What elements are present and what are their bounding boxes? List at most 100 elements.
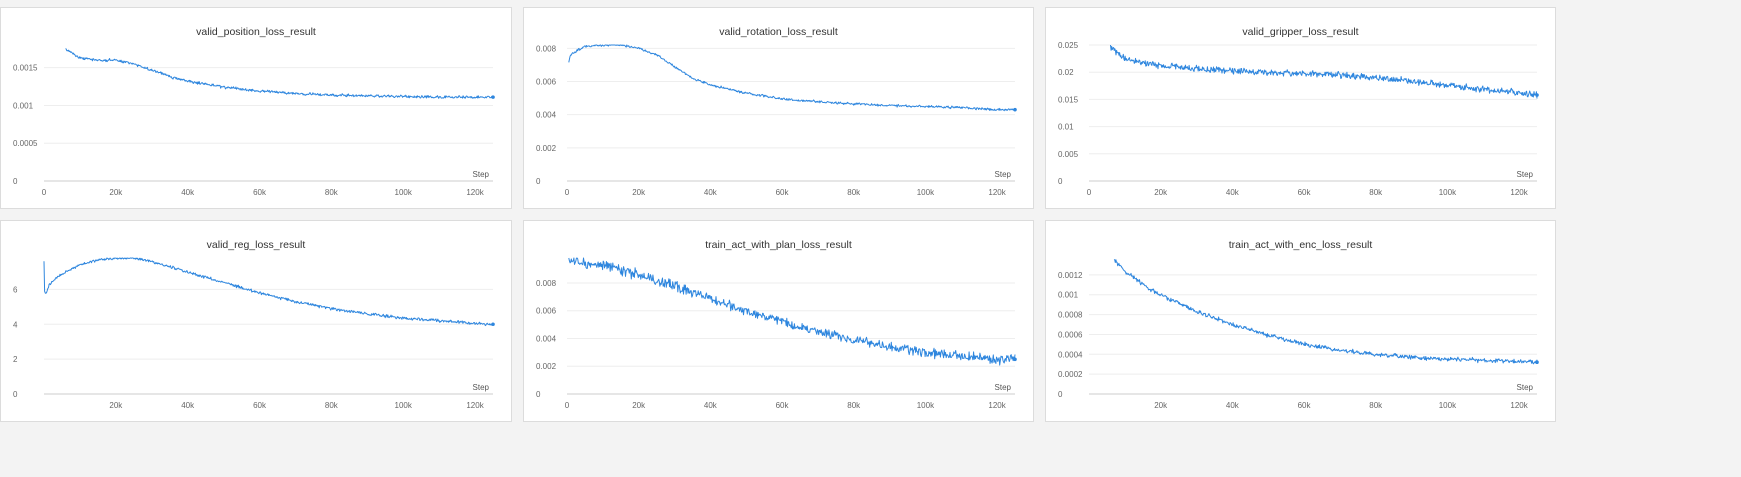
y-tick-label: 0.0012 (1058, 271, 1083, 280)
x-tick-label: 60k (776, 188, 790, 197)
x-tick-label: 80k (847, 188, 861, 197)
x-tick-label: 40k (181, 188, 195, 197)
x-tick-label: 80k (1369, 401, 1383, 410)
series-end-point (1535, 360, 1539, 365)
series-end-point (1535, 93, 1539, 97)
chart-title: valid_rotation_loss_result (719, 26, 838, 38)
chart-svg: 0 0.005 0.01 0.015 0.02 0.025 0 20k 40k 60k 80k 100… (1058, 41, 1539, 197)
y-tick-label: 2 (13, 355, 18, 364)
x-tick-label: 120k (988, 188, 1006, 197)
series-line (568, 257, 1016, 366)
x-tick-label: 100k (395, 401, 413, 410)
x-axis-label: Step (995, 383, 1012, 392)
x-tick-label: 80k (847, 401, 861, 410)
chart-svg: 0 0.0002 0.0004 0.0006 0.0008 0.001 0.0012 20k 4… (1058, 259, 1539, 410)
x-tick-label: 40k (704, 188, 718, 197)
x-tick-label: 0 (42, 188, 47, 197)
x-tick-label: 20k (632, 401, 646, 410)
chart-svg: 0 2 4 6 20k 40k 60k 80k 100k 120k Step (13, 257, 495, 410)
chart-svg: 0 0.002 0.004 0.006 0.008 0 20k 40k 60k 80k 100k 12… (536, 257, 1017, 410)
x-tick-label: 120k (1510, 188, 1528, 197)
x-tick-label: 120k (1510, 401, 1528, 410)
series-line (568, 44, 1016, 112)
chart-panel-valid-reg-loss: 0 2 4 6 20k 40k 60k 80k 100k 120k Step valid_reg_l… (0, 220, 512, 422)
x-tick-label: 100k (395, 188, 413, 197)
series-line (65, 48, 494, 99)
series-end-point (491, 322, 495, 327)
y-tick-label: 0.01 (1058, 123, 1074, 132)
x-tick-label: 80k (325, 401, 339, 410)
x-tick-label: 20k (109, 401, 123, 410)
x-tick-label: 60k (1298, 188, 1312, 197)
series-line (1110, 44, 1538, 99)
x-tick-label: 120k (466, 188, 484, 197)
chart-panel-valid-position-loss: 0 0.0005 0.001 0.0015 0 20k 40k 60k 80k 100k 120k S… (0, 7, 512, 209)
x-axis-label: Step (1517, 383, 1534, 392)
x-tick-label: 60k (1298, 401, 1312, 410)
chart-title: valid_gripper_loss_result (1242, 26, 1359, 38)
x-tick-label: 60k (253, 188, 267, 197)
series-end-point (1013, 107, 1017, 112)
y-tick-label: 0.02 (1058, 68, 1074, 77)
y-tick-label: 0.0002 (1058, 370, 1083, 379)
y-tick-label: 0 (1058, 177, 1063, 186)
y-tick-label: 0.004 (536, 334, 557, 343)
y-tick-label: 0.002 (536, 362, 557, 371)
chart-title: valid_position_loss_result (196, 26, 316, 38)
x-axis-label: Step (1517, 170, 1534, 179)
y-tick-label: 0 (536, 177, 541, 186)
y-tick-label: 0 (13, 390, 18, 399)
series-end-point (491, 95, 495, 99)
y-tick-label: 0 (13, 177, 18, 186)
y-tick-label: 0.0004 (1058, 350, 1083, 359)
y-tick-label: 0.008 (536, 279, 557, 288)
x-tick-label: 20k (109, 188, 123, 197)
y-tick-label: 0.0005 (13, 139, 38, 148)
x-tick-label: 120k (988, 401, 1006, 410)
chart-panel-train-act-with-enc-loss: 0 0.0002 0.0004 0.0006 0.0008 0.001 0.0012 20k 4… (1045, 220, 1556, 422)
x-tick-label: 0 (565, 188, 570, 197)
y-tick-label: 0.0015 (13, 64, 38, 73)
x-tick-label: 20k (1154, 188, 1168, 197)
series-end-point (1013, 357, 1017, 362)
y-tick-label: 0 (536, 390, 541, 399)
x-tick-label: 40k (181, 401, 195, 410)
chart-panel-train-act-with-plan-loss: 0 0.002 0.004 0.006 0.008 0 20k 40k 60k 80k 100k 12… (523, 220, 1034, 422)
y-tick-label: 4 (13, 320, 18, 329)
x-tick-label: 120k (466, 401, 484, 410)
x-tick-label: 0 (565, 401, 570, 410)
y-tick-label: 0 (1058, 390, 1063, 399)
x-tick-label: 20k (632, 188, 646, 197)
x-tick-label: 100k (917, 401, 935, 410)
x-tick-label: 100k (917, 188, 935, 197)
x-tick-label: 60k (253, 401, 267, 410)
x-tick-label: 60k (776, 401, 790, 410)
x-axis-label: Step (473, 383, 490, 392)
chart-svg: 0 0.002 0.004 0.006 0.008 0 20k 40k 60k 80k 100k 12… (536, 44, 1017, 197)
x-tick-label: 40k (1226, 401, 1240, 410)
x-tick-label: 20k (1154, 401, 1168, 410)
x-axis-label: Step (995, 170, 1012, 179)
chart-svg: 0 0.0005 0.001 0.0015 0 20k 40k 60k 80k 100k 120k S… (13, 48, 495, 197)
chart-title: train_act_with_plan_loss_result (705, 239, 852, 251)
y-tick-label: 0.025 (1058, 41, 1079, 50)
x-tick-label: 80k (325, 188, 339, 197)
y-tick-label: 0.0006 (1058, 330, 1083, 339)
y-tick-label: 0.001 (13, 101, 34, 110)
y-tick-label: 0.015 (1058, 95, 1079, 104)
y-tick-label: 6 (13, 285, 18, 294)
x-tick-label: 80k (1369, 188, 1383, 197)
x-tick-label: 100k (1439, 401, 1457, 410)
x-tick-label: 100k (1439, 188, 1457, 197)
y-tick-label: 0.006 (536, 307, 557, 316)
series-line (43, 257, 493, 327)
x-tick-label: 40k (704, 401, 718, 410)
y-tick-label: 0.006 (536, 77, 557, 86)
y-tick-label: 0.0008 (1058, 311, 1083, 320)
x-tick-label: 40k (1226, 188, 1240, 197)
chart-panel-valid-gripper-loss: 0 0.005 0.01 0.015 0.02 0.025 0 20k 40k 60k 80k 100… (1045, 7, 1556, 209)
y-tick-label: 0.001 (1058, 291, 1079, 300)
y-tick-label: 0.004 (536, 111, 557, 120)
y-tick-label: 0.002 (536, 144, 557, 153)
chart-title: train_act_with_enc_loss_result (1228, 239, 1373, 251)
